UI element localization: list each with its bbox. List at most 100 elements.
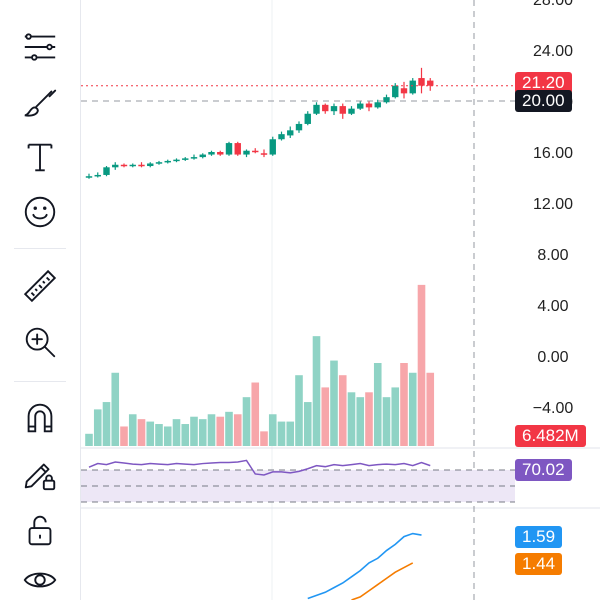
volume-bar — [330, 360, 338, 446]
candle-body — [208, 152, 215, 155]
toolbar-divider — [14, 248, 66, 249]
volume-bar — [400, 363, 408, 446]
volume-bar — [163, 426, 172, 446]
volume-bar — [251, 382, 260, 446]
zoom-in-button[interactable] — [14, 320, 66, 364]
candle-body — [392, 85, 399, 98]
chart-canvas[interactable]: 28.00 24.00 20.00 16.00 12.00 8.00 4.00 0.00 −4.… — [81, 0, 600, 600]
candle-body — [243, 150, 250, 155]
volume-bar — [120, 426, 128, 446]
candle-body — [383, 97, 390, 103]
volume-bar — [146, 421, 155, 446]
indicator-line-1 — [307, 532, 422, 600]
candle-body — [365, 103, 373, 108]
eye-icon — [23, 572, 57, 588]
volume-bar — [225, 411, 233, 446]
volume-bars — [85, 284, 435, 446]
toolbar-divider — [14, 381, 66, 382]
eye-button[interactable] — [14, 558, 66, 602]
candle-body — [339, 106, 346, 114]
text-tool-icon — [27, 143, 53, 172]
candle-body — [278, 134, 285, 140]
volume-bar — [93, 409, 102, 446]
volume-tag: 6.482M — [515, 425, 586, 447]
volume-bar — [155, 424, 163, 446]
candle-body — [103, 167, 110, 175]
candle-body — [348, 108, 355, 114]
drawing-toolbar — [0, 0, 81, 600]
indicator-line2-tag: 1.44 — [515, 553, 563, 575]
candle-body — [252, 150, 259, 153]
trend-line-tools-button[interactable] — [14, 25, 66, 69]
rsi-line-path — [88, 459, 431, 476]
volume-bar — [102, 402, 111, 446]
brush-button[interactable] — [14, 80, 66, 124]
candle-body — [400, 88, 408, 94]
candle-body — [190, 157, 198, 159]
volume-bar — [260, 431, 268, 446]
volume-bar — [181, 424, 190, 446]
volume-bar — [268, 414, 277, 446]
candle-body — [138, 164, 145, 167]
volume-bar — [312, 336, 321, 446]
candle-body — [418, 78, 425, 86]
volume-bar — [233, 414, 242, 446]
lock-drawings-button[interactable] — [14, 452, 66, 496]
candle-body — [295, 123, 303, 131]
volume-bar — [426, 372, 435, 446]
emoji-icon — [24, 196, 56, 228]
lock-drawings-icon — [24, 463, 56, 491]
crosshair-price-tag: 20.00 — [515, 90, 572, 112]
emoji-button[interactable] — [14, 190, 66, 234]
rsi-line — [88, 459, 431, 476]
ruler-button[interactable] — [14, 265, 66, 309]
candle-body — [374, 102, 381, 108]
volume-bar — [303, 402, 312, 446]
indicator-line1-tag: 1.59 — [515, 526, 563, 548]
volume-bar — [391, 387, 400, 446]
candle-body — [287, 130, 294, 136]
zoom-in-icon — [25, 327, 56, 358]
candle-body — [304, 113, 311, 124]
candle-body — [269, 139, 276, 155]
price-axis-label: 24.00 — [533, 43, 573, 60]
candle-body — [173, 159, 180, 162]
ruler-icon — [23, 269, 57, 303]
price-axis[interactable]: 28.0024.0020.0016.0012.008.004.000.00−4.… — [533, 0, 574, 417]
volume-bar — [172, 419, 181, 446]
unlock-button[interactable] — [14, 508, 66, 552]
price-axis-label: 28.00 — [533, 0, 573, 9]
price-axis-label: 4.00 — [537, 298, 568, 315]
candle-body — [322, 104, 329, 112]
lower-indicator-lines — [307, 532, 422, 600]
candle-body — [182, 158, 189, 160]
volume-bar — [321, 387, 330, 446]
text-tool-button[interactable] — [14, 135, 66, 179]
price-axis-label: 12.00 — [533, 196, 573, 213]
candle-body — [164, 160, 171, 163]
volume-bar — [286, 421, 295, 446]
volume-bar — [408, 372, 417, 446]
volume-bar — [347, 392, 356, 446]
candle-body — [357, 103, 364, 109]
rsi-tag: 70.02 — [515, 459, 572, 481]
volume-bar — [373, 363, 382, 446]
candle-body — [120, 164, 128, 167]
volume-bar — [190, 416, 198, 446]
candle-body — [112, 164, 119, 168]
candle-body — [409, 80, 416, 94]
unlock-icon — [28, 515, 52, 546]
volume-bar — [382, 397, 391, 446]
volume-bar — [242, 397, 251, 446]
candle-body — [129, 164, 136, 167]
price-axis-label: 8.00 — [537, 247, 568, 264]
magnet-button[interactable] — [14, 396, 66, 440]
chart-area[interactable]: 28.00 24.00 20.00 16.00 12.00 8.00 4.00 0.00 −4.… — [81, 0, 600, 600]
rsi-band — [81, 469, 515, 503]
volume-bar — [365, 392, 373, 446]
volume-bar — [295, 375, 303, 446]
candle-body — [427, 80, 434, 86]
volume-bar — [137, 419, 146, 446]
candles — [85, 67, 434, 179]
volume-bar — [216, 416, 225, 446]
